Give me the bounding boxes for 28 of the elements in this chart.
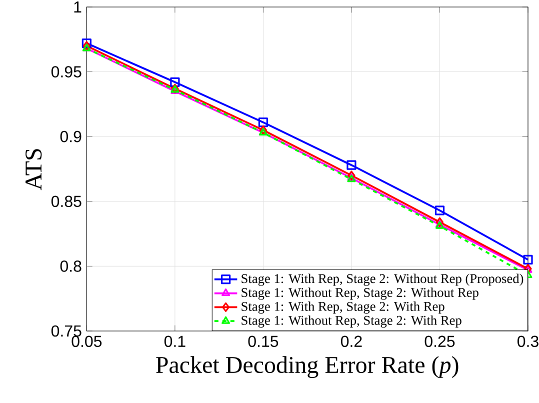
point [523,254,533,265]
point [259,125,268,135]
legend-label: Stage 1: With Rep, Stage 2: Without Rep (Proposed) [242,274,524,286]
y-tick-label: 0.9 [60,130,82,142]
legend-label: Stage 1: Without Rep, Stage 2: With Rep [242,315,462,328]
point [258,118,268,128]
x-tick-label: 0.1 [164,336,186,348]
x-tick-label: 0.05 [72,336,102,348]
y-axis-title: ATS [26,149,42,190]
y-tick-label: 0.85 [51,196,82,208]
y-tick-label: 0.95 [51,66,82,78]
x-axis-title: Packet Decoding Error Rate (p) [156,356,458,378]
point [434,206,445,216]
y-tick-label: 0.8 [60,260,82,272]
y-tick-label: 0.75 [51,325,82,337]
x-tick-label: 0.2 [340,336,362,348]
point [346,160,356,170]
point [436,217,444,227]
point [82,41,90,51]
point [82,38,92,48]
x-tick-label: 0.3 [518,336,538,348]
x-tick-label: 0.15 [248,336,278,348]
point [348,170,356,180]
point [170,77,180,87]
legend-label: Stage 1: With Rep, Stage 2: With Rep [242,302,444,314]
y-tick-label: 1 [74,2,82,12]
x-tick-label: 0.25 [424,336,455,348]
legend-label: Stage 1: Without Rep, Stage 2: Without Rep [242,288,478,300]
